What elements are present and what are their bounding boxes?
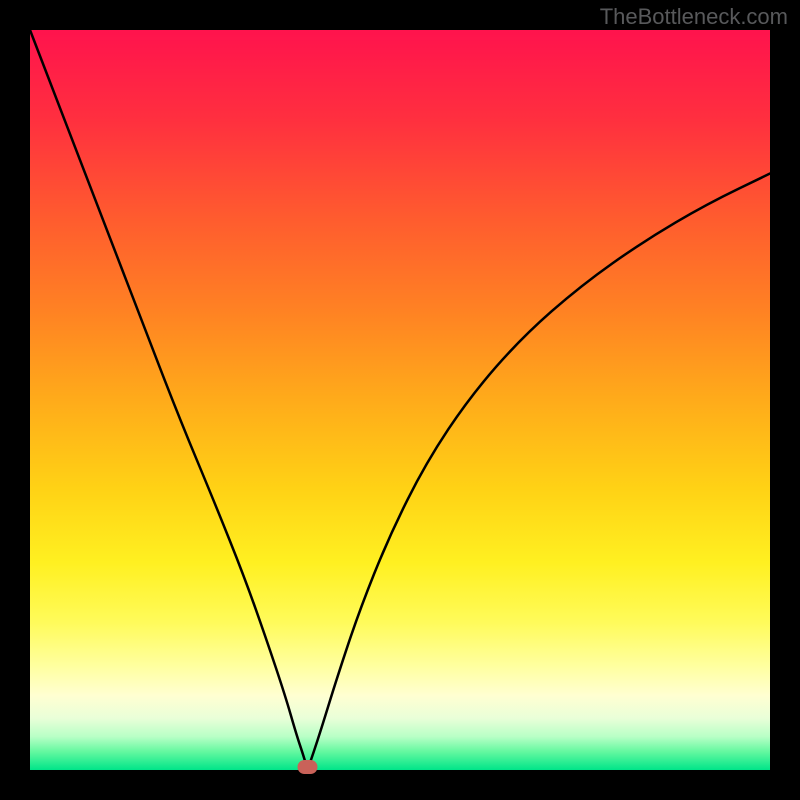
chart-canvas: TheBottleneck.com bbox=[0, 0, 800, 800]
plot-gradient bbox=[30, 30, 770, 770]
vertex-marker bbox=[298, 760, 318, 774]
bottleneck-chart bbox=[0, 0, 800, 800]
watermark-text: TheBottleneck.com bbox=[600, 4, 788, 30]
